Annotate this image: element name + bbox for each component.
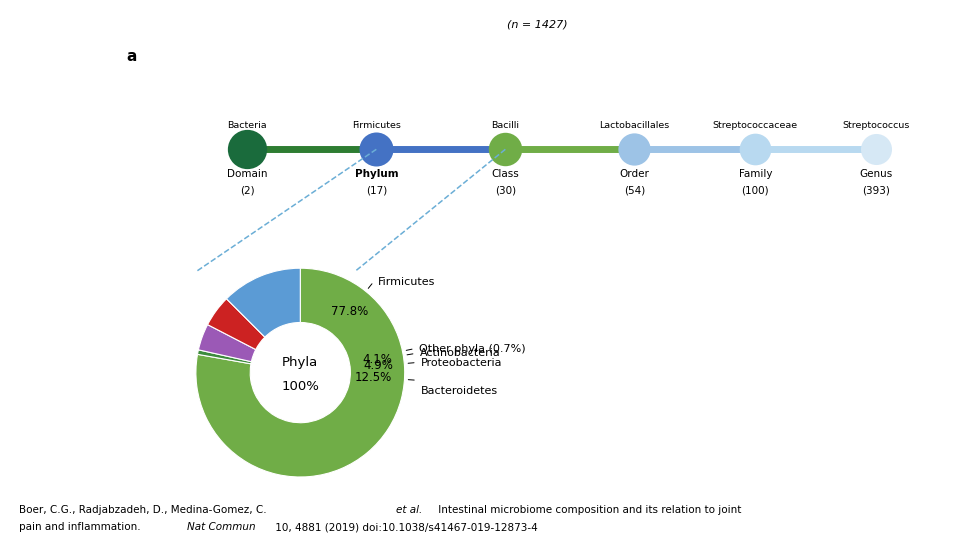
- Text: 77.8%: 77.8%: [331, 305, 368, 318]
- Point: [869, 145, 884, 154]
- Text: Phylum: Phylum: [354, 169, 398, 179]
- Text: (393): (393): [862, 186, 890, 196]
- Wedge shape: [207, 299, 265, 349]
- Text: et al.: et al.: [396, 505, 422, 515]
- Text: 100%: 100%: [281, 380, 320, 393]
- Text: (100): (100): [741, 186, 769, 196]
- Text: Firmicutes: Firmicutes: [352, 120, 400, 130]
- Text: Actinobacteria: Actinobacteria: [420, 348, 500, 359]
- Text: Class: Class: [492, 169, 519, 179]
- Wedge shape: [198, 350, 252, 364]
- Text: Firmicutes: Firmicutes: [378, 276, 435, 287]
- Point: [627, 145, 642, 154]
- Text: Bacteria: Bacteria: [228, 120, 267, 130]
- Point: [497, 145, 513, 154]
- Point: [748, 145, 763, 154]
- Text: Lactobacillales: Lactobacillales: [599, 120, 669, 130]
- Point: [369, 145, 384, 154]
- Text: Boer, C.G., Radjabzadeh, D., Medina-Gomez, C.: Boer, C.G., Radjabzadeh, D., Medina-Gome…: [19, 505, 270, 515]
- Text: Streptococcus: Streptococcus: [843, 120, 910, 130]
- Wedge shape: [199, 325, 255, 362]
- Text: Order: Order: [619, 169, 649, 179]
- Text: pain and inflammation.: pain and inflammation.: [19, 522, 143, 532]
- Text: (n = 1427): (n = 1427): [507, 19, 568, 30]
- Text: (17): (17): [366, 186, 387, 196]
- Text: 12.5%: 12.5%: [354, 371, 392, 384]
- Text: Bacteroidetes: Bacteroidetes: [421, 386, 498, 396]
- Text: (30): (30): [494, 186, 516, 196]
- Text: (54): (54): [624, 186, 645, 196]
- Point: [240, 145, 255, 154]
- Text: Phyla: Phyla: [282, 356, 319, 369]
- Text: (2): (2): [240, 186, 254, 196]
- Text: Nat Commun: Nat Commun: [187, 522, 255, 532]
- Text: Domain: Domain: [228, 169, 268, 179]
- Wedge shape: [227, 268, 300, 337]
- Text: 10, 4881 (2019) doi:10.1038/s41467-019-12873-4: 10, 4881 (2019) doi:10.1038/s41467-019-1…: [272, 522, 538, 532]
- Text: a: a: [127, 49, 136, 64]
- Text: Other phyla (0.7%): Other phyla (0.7%): [419, 343, 525, 354]
- Text: Intestinal microbiome composition and its relation to joint: Intestinal microbiome composition and it…: [435, 505, 741, 515]
- Text: Family: Family: [738, 169, 772, 179]
- Text: 4.9%: 4.9%: [364, 359, 394, 373]
- Wedge shape: [196, 268, 405, 477]
- Text: 4.1%: 4.1%: [363, 353, 393, 366]
- Text: Streptococcaceae: Streptococcaceae: [712, 120, 798, 130]
- Text: Genus: Genus: [859, 169, 893, 179]
- Text: Bacilli: Bacilli: [492, 120, 519, 130]
- Text: Proteobacteria: Proteobacteria: [421, 357, 502, 368]
